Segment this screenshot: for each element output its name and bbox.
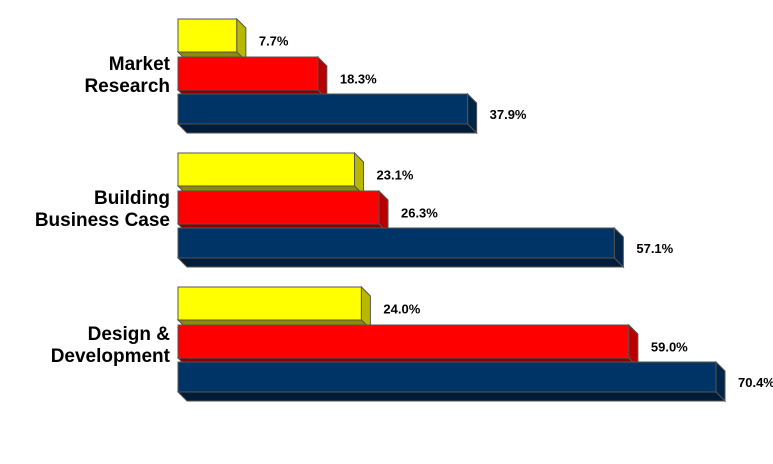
bar-bottom xyxy=(176,257,625,268)
value-label: 23.1% xyxy=(377,168,414,183)
value-label: 59.0% xyxy=(651,340,688,355)
bar xyxy=(176,285,372,331)
labels-layer: Market Research 7.7% 18.3% 37.9% Building Busi… xyxy=(35,34,773,391)
value-label: 7.7% xyxy=(259,34,289,49)
bar-front xyxy=(177,152,356,187)
bar-front xyxy=(177,56,319,91)
bar-front xyxy=(177,18,238,53)
value-label: 70.4% xyxy=(738,375,773,390)
bar-front xyxy=(177,324,630,359)
value-label: 24.0% xyxy=(383,302,420,317)
bar-bottom xyxy=(176,391,727,402)
value-label: 26.3% xyxy=(401,206,438,221)
bar xyxy=(176,55,329,101)
bar-front xyxy=(177,93,469,125)
value-label: 57.1% xyxy=(636,241,673,256)
bar xyxy=(176,151,365,197)
bar xyxy=(176,323,640,369)
bar-front xyxy=(177,361,717,393)
category-label: Market Research xyxy=(84,54,170,97)
bar xyxy=(176,226,625,269)
value-label: 37.9% xyxy=(490,107,527,122)
bar-front xyxy=(177,190,380,225)
bar xyxy=(176,17,248,63)
category-label: Design & Development xyxy=(51,324,171,367)
category-label: Building Business Case xyxy=(35,188,170,231)
bar xyxy=(176,92,478,135)
value-label: 18.3% xyxy=(340,72,377,87)
bar xyxy=(176,189,390,235)
bars-layer xyxy=(176,17,727,403)
bar xyxy=(176,360,727,403)
bar-bottom xyxy=(176,123,478,134)
bar-front xyxy=(177,286,362,321)
bar-front xyxy=(177,227,615,259)
